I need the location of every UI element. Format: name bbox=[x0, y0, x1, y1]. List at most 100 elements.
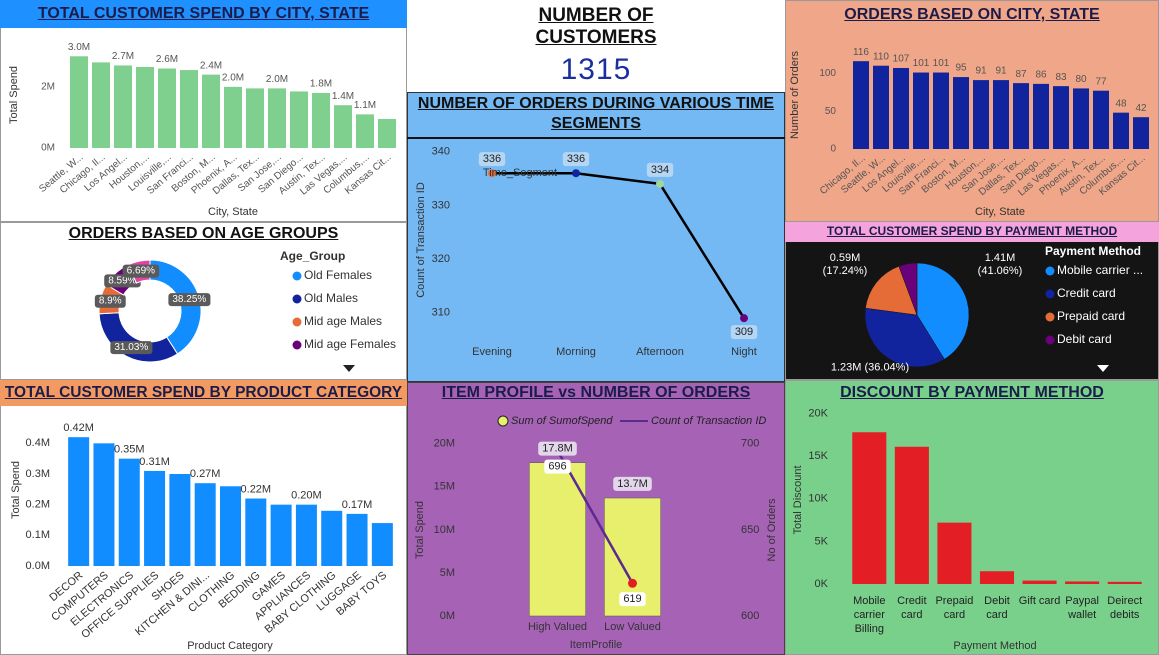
x-tick-label: Prepaid card bbox=[935, 595, 974, 621]
line bbox=[492, 171, 746, 319]
y-tick-label: 0.2M bbox=[26, 499, 50, 511]
y-tick-label: 2M bbox=[41, 81, 55, 92]
bar bbox=[853, 61, 869, 149]
y-tick-label: 15K bbox=[808, 450, 828, 462]
legend-marker bbox=[292, 340, 302, 350]
bar bbox=[157, 68, 177, 148]
value-label-bg bbox=[110, 341, 153, 355]
value-label: 334 bbox=[651, 164, 669, 176]
kpi-value: 1315 bbox=[560, 53, 632, 86]
x-tick-label: Gift card bbox=[1018, 595, 1061, 607]
value-label: 619 bbox=[623, 593, 641, 605]
point bbox=[628, 578, 637, 588]
y-tick-label: 100 bbox=[819, 68, 836, 79]
bar bbox=[245, 88, 265, 148]
bar bbox=[993, 80, 1009, 149]
value-label: 48 bbox=[1115, 98, 1127, 109]
bar bbox=[973, 80, 989, 149]
bar bbox=[1113, 112, 1129, 149]
legend-label: Mid age Males bbox=[304, 314, 382, 328]
y-tick-label: 15M bbox=[434, 481, 455, 493]
value-label-bg bbox=[168, 293, 211, 307]
value-label: 101 bbox=[913, 58, 930, 69]
x-axis-title: City, State bbox=[975, 206, 1025, 218]
x-tick-label: Low Valued bbox=[604, 621, 661, 633]
x-tick-label: Deirect debits bbox=[1107, 595, 1143, 621]
y-tick-label: 0.0M bbox=[26, 560, 50, 572]
value-label: 309 bbox=[735, 326, 753, 338]
slice bbox=[864, 307, 945, 368]
value-label-bg bbox=[538, 441, 577, 456]
value-label: 2.7M bbox=[112, 51, 134, 62]
line bbox=[556, 450, 634, 584]
value-label: 116 bbox=[853, 47, 869, 58]
value-label: 13.7M bbox=[617, 478, 648, 490]
bar bbox=[289, 91, 309, 148]
value-label: 0.35M bbox=[114, 444, 145, 456]
y-tick-label: 20M bbox=[434, 438, 455, 450]
bar bbox=[118, 458, 140, 566]
y-axis-title: Total Spend bbox=[8, 66, 20, 124]
value-label: 2.0M bbox=[266, 74, 288, 85]
scroll-arrow bbox=[1097, 365, 1109, 372]
bar bbox=[913, 72, 929, 149]
panel bbox=[407, 0, 785, 92]
value-label: 2.6M bbox=[156, 54, 178, 65]
value-label-bg bbox=[562, 152, 590, 167]
bar bbox=[144, 470, 166, 566]
title-bar bbox=[0, 0, 407, 28]
bar bbox=[270, 504, 292, 566]
y2-tick-label: 650 bbox=[741, 524, 759, 536]
legend-label: Credit card bbox=[1057, 286, 1116, 300]
value-label: 95 bbox=[955, 63, 967, 74]
chart-title: TOTAL CUSTOMER SPEND BY PRODUCT CATEGORY bbox=[4, 384, 403, 401]
x-axis-title: Product Category bbox=[187, 640, 273, 652]
y-tick-label: 320 bbox=[432, 253, 450, 265]
bar bbox=[1013, 83, 1029, 149]
chart-title: TOTAL CUSTOMER SPEND BY CITY, STATE bbox=[37, 5, 370, 22]
y-tick-label: 0M bbox=[440, 610, 455, 622]
bar bbox=[91, 62, 111, 148]
slice bbox=[98, 312, 179, 363]
y2-axis-title: No of Orders bbox=[766, 498, 778, 561]
x-tick-label: Night bbox=[731, 346, 757, 358]
value-label: 8.59% bbox=[108, 275, 136, 286]
y-tick-label: 0M bbox=[41, 143, 55, 154]
bar bbox=[894, 446, 929, 584]
chart-title: TOTAL CUSTOMER SPEND BY PAYMENT METHOD bbox=[826, 224, 1118, 238]
legend-marker bbox=[292, 317, 302, 327]
y-axis-title: Count of Transaction ID bbox=[415, 182, 427, 298]
panel bbox=[0, 222, 407, 380]
bar bbox=[113, 65, 133, 148]
legend-label: Count of Transaction ID bbox=[651, 415, 766, 427]
chart-title: ORDERS BASED ON CITY, STATE bbox=[844, 6, 1100, 23]
legend-marker bbox=[1045, 289, 1055, 299]
legend-label: Prepaid card bbox=[1057, 309, 1125, 323]
x-axis-title: City, State bbox=[208, 206, 258, 218]
value-label: 42 bbox=[1135, 103, 1147, 114]
value-label: 0.27M bbox=[190, 468, 221, 480]
bar bbox=[852, 432, 887, 584]
value-label: 107 bbox=[893, 54, 910, 65]
legend-label: Old Males bbox=[304, 291, 358, 305]
kpi-title: NUMBER OF CUSTOMERS bbox=[535, 5, 657, 48]
value-label: 0.31M bbox=[139, 456, 170, 468]
point bbox=[656, 179, 664, 188]
bar bbox=[377, 118, 397, 148]
bar bbox=[267, 88, 287, 148]
y-tick-label: 0.1M bbox=[26, 529, 50, 541]
x-tick-label: Mobile carrier Billing bbox=[853, 595, 886, 635]
value-label: 0.20M bbox=[291, 490, 322, 502]
bar bbox=[937, 522, 972, 584]
bar bbox=[1073, 88, 1089, 149]
value-label: 0.59M (17.24%) bbox=[822, 252, 868, 277]
x-tick-label: Credit card bbox=[897, 595, 927, 621]
bar bbox=[223, 86, 243, 148]
value-label: 6.69% bbox=[127, 266, 155, 277]
bar bbox=[953, 77, 969, 149]
legend-label: Mobile carrier ... bbox=[1057, 263, 1143, 277]
y-tick-label: 20K bbox=[808, 407, 828, 419]
bar bbox=[179, 70, 199, 148]
y-tick-label: 5K bbox=[815, 535, 829, 547]
value-label: 91 bbox=[975, 66, 987, 77]
